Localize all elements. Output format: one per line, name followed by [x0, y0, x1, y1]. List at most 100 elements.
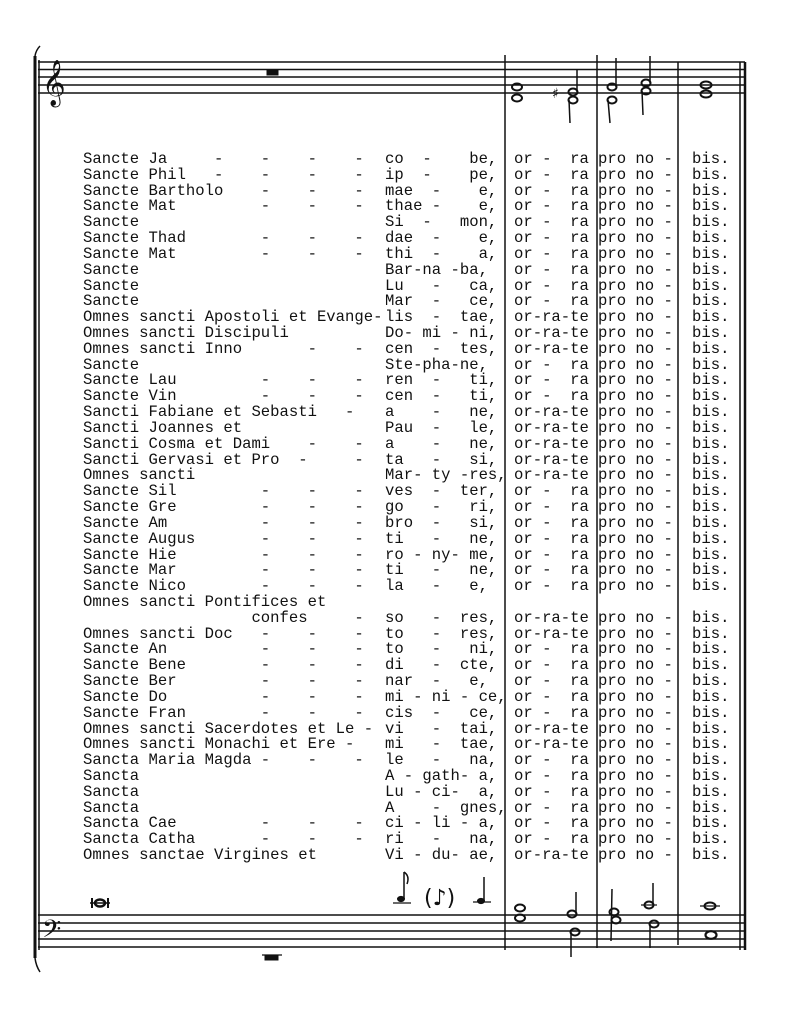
bis-ending: bis.	[692, 355, 730, 374]
bis-ending: bis.	[692, 814, 730, 833]
sharp-icon: ♯	[552, 86, 559, 102]
system-bracket	[33, 45, 41, 973]
invocation: Sancte Bene - - -	[83, 656, 364, 675]
bis-ending: bis.	[692, 766, 730, 785]
name-syllables: A - gnes,	[385, 798, 507, 817]
pro-nobis: pro no -	[598, 814, 673, 833]
name-syllables: vi - tai,	[385, 719, 498, 738]
invocation: Sancte Bartholo - - -	[83, 181, 364, 200]
invocation: Sancte Mat - - -	[83, 197, 364, 216]
bis-ending: bis.	[692, 339, 730, 358]
invocation: Sancte An - - -	[83, 640, 364, 659]
bis-ending: bis.	[692, 687, 730, 706]
pro-nobis: pro no -	[598, 624, 673, 643]
ora-response: or - ra	[514, 371, 589, 390]
name-syllables: bro - si,	[385, 513, 498, 532]
ora-response: or-ra-te	[514, 434, 589, 453]
name-syllables: cen - tes,	[385, 339, 498, 358]
whole-note-icon	[511, 82, 523, 92]
pro-nobis: pro no -	[598, 213, 673, 232]
pro-nobis: pro no -	[598, 703, 673, 722]
invocation: Sancte Hie - - -	[83, 545, 364, 564]
bis-ending: bis.	[692, 830, 730, 849]
pro-nobis: pro no -	[598, 830, 673, 849]
ora-response: or - ra	[514, 355, 589, 374]
name-syllables: cis - ce,	[385, 703, 498, 722]
bis-ending: bis.	[692, 418, 730, 437]
bis-ending: bis.	[692, 640, 730, 659]
invocation: Sancte Phil - - - -	[83, 165, 364, 184]
invocation: Omnes sancti Discipuli	[83, 324, 289, 343]
half-note-icon	[567, 87, 579, 97]
bis-ending: bis.	[692, 751, 730, 770]
name-syllables: go - ri,	[385, 498, 498, 517]
name-syllables: thi - a,	[385, 244, 498, 263]
ora-response: or-ra-te	[514, 418, 589, 437]
bis-ending: bis.	[692, 513, 730, 532]
bis-ending: bis.	[692, 292, 730, 311]
ora-response: or-ra-te	[514, 324, 589, 343]
bis-ending: bis.	[692, 577, 730, 596]
name-syllables: ves - ter,	[385, 482, 498, 501]
treble-notes: ♯	[266, 56, 713, 124]
whole-note-icon	[699, 80, 713, 90]
ora-response: or - ra	[514, 782, 589, 801]
pro-nobis: pro no -	[598, 766, 673, 785]
name-syllables: Si - mon,	[385, 213, 498, 232]
pro-nobis: pro no -	[598, 498, 673, 517]
ora-response: or - ra	[514, 498, 589, 517]
invocation: Sancta Catha - - -	[83, 830, 364, 849]
name-syllables: a - ne,	[385, 403, 498, 422]
bis-ending: bis.	[692, 624, 730, 643]
pro-nobis: pro no -	[598, 355, 673, 374]
pro-nobis: pro no -	[598, 165, 673, 184]
pro-nobis: pro no -	[598, 292, 673, 311]
barlines	[504, 55, 747, 950]
treble-clef-icon: 𝄞	[42, 60, 66, 108]
pro-nobis: pro no -	[598, 403, 673, 422]
pro-nobis: pro no -	[598, 466, 673, 485]
name-syllables: mae - e,	[385, 181, 498, 200]
invocation: Sancta Maria Magda - - -	[83, 751, 364, 770]
half-note-icon	[640, 86, 652, 96]
bis-ending: bis.	[692, 703, 730, 722]
ora-response: or-ra-te	[514, 624, 589, 643]
name-syllables: ro - ny- me,	[385, 545, 498, 564]
invocation: Sancte Do - - -	[83, 687, 364, 706]
pro-nobis: pro no -	[598, 545, 673, 564]
name-syllables: nar - e,	[385, 672, 488, 691]
pro-nobis: pro no -	[598, 782, 673, 801]
ora-response: or - ra	[514, 798, 589, 817]
bass-clef-icon: 𝄢	[42, 915, 61, 950]
name-syllables: ren - ti,	[385, 371, 498, 390]
pro-nobis: pro no -	[598, 260, 673, 279]
bis-ending: bis.	[692, 150, 730, 168]
bis-ending: bis.	[692, 165, 730, 184]
ora-response: or-ra-te	[514, 608, 589, 627]
name-syllables: Bar-na -ba,	[385, 260, 488, 279]
invocation: Sancte	[83, 292, 140, 311]
pro-nobis: pro no -	[598, 244, 673, 263]
invocation: confes -	[83, 608, 364, 627]
bis-ending: bis.	[692, 197, 730, 216]
name-syllables: ri - na,	[385, 830, 498, 849]
ora-response: or - ra	[514, 640, 589, 659]
pro-nobis: pro no -	[598, 561, 673, 580]
bis-ending: bis.	[692, 387, 730, 406]
ora-response: or-ra-te	[514, 450, 589, 469]
name-syllables: Mar - ce,	[385, 292, 498, 311]
name-syllables: co - be,	[385, 150, 498, 168]
invocation: Omnes sanctae Virgines et	[83, 846, 317, 865]
pro-nobis: pro no -	[598, 719, 673, 738]
bis-ending: bis.	[692, 482, 730, 501]
pro-nobis: pro no -	[598, 276, 673, 295]
pro-nobis: pro no -	[598, 482, 673, 501]
ora-response: or - ra	[514, 577, 589, 596]
bis-ending: bis.	[692, 719, 730, 738]
bass-staff	[38, 914, 745, 948]
bis-ending: bis.	[692, 846, 730, 865]
invocation: Sancti Gervasi et Pro - -	[83, 450, 364, 469]
ora-response: or - ra	[514, 181, 589, 200]
pro-nobis: pro no -	[598, 339, 673, 358]
half-note-icon	[648, 919, 660, 929]
